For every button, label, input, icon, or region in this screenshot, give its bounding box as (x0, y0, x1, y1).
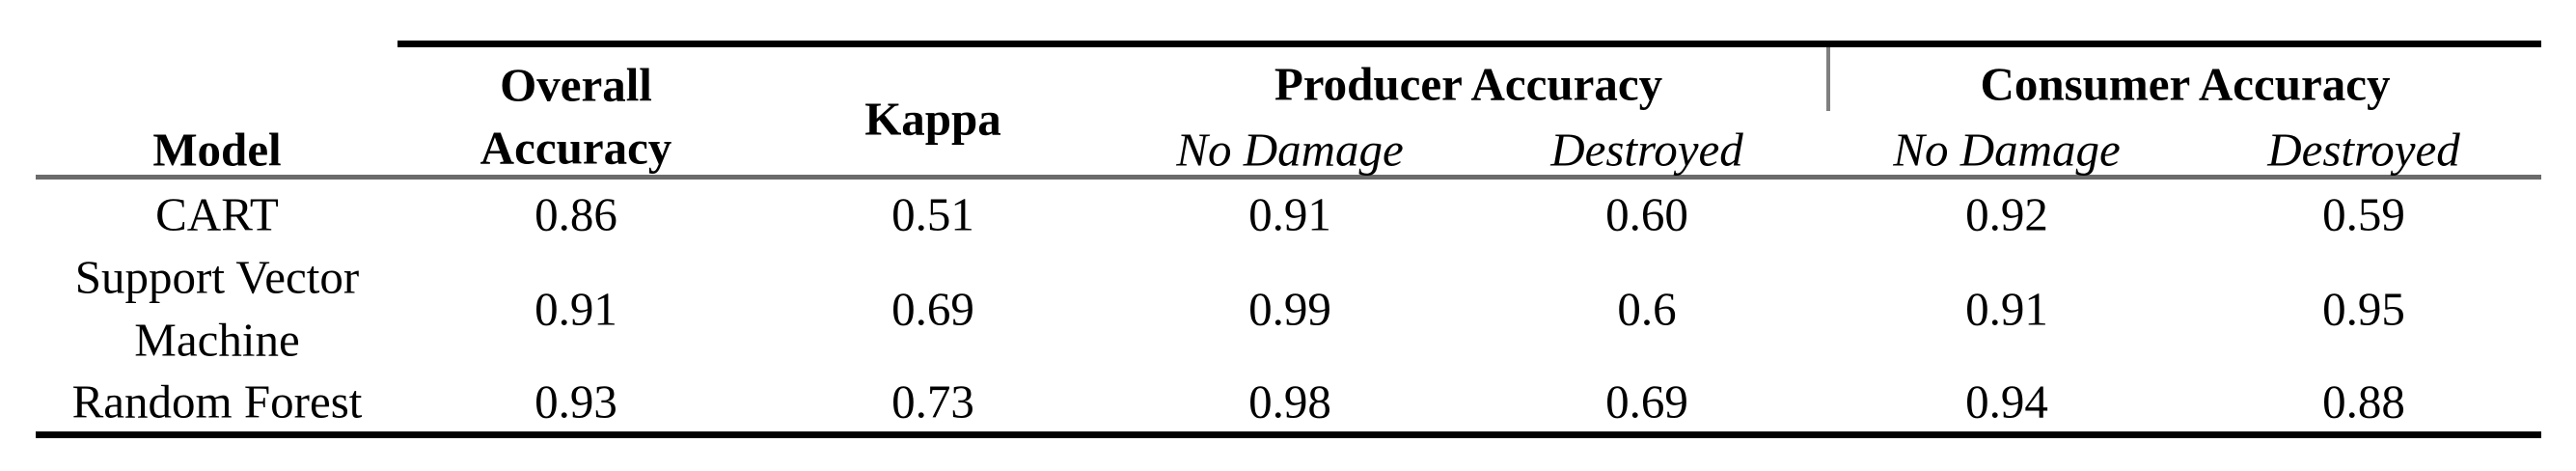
row-overall-accuracy: 0.91 (534, 282, 617, 336)
header-producer-accuracy: Producer Accuracy (1274, 57, 1663, 111)
row-producer-destroyed: 0.60 (1605, 187, 1688, 241)
subheader-producer-destroyed: Destroyed (1550, 123, 1743, 177)
row-kappa: 0.69 (891, 282, 974, 336)
row-consumer-destroyed: 0.59 (2322, 187, 2405, 241)
row-producer-destroyed: 0.69 (1605, 374, 1688, 429)
subheader-consumer-destroyed: Destroyed (2267, 123, 2460, 177)
row-overall-accuracy: 0.93 (534, 374, 617, 429)
header-rule (36, 175, 2541, 180)
header-overall-accuracy-line2: Accuracy (480, 121, 672, 175)
row-producer-destroyed: 0.6 (1617, 282, 1677, 336)
header-consumer-accuracy: Consumer Accuracy (1980, 57, 2391, 111)
row-consumer-no-damage: 0.91 (1965, 282, 2048, 336)
header-kappa: Kappa (864, 92, 1001, 146)
row-kappa: 0.51 (891, 187, 974, 241)
row-consumer-no-damage: 0.94 (1965, 374, 2048, 429)
row-model-name-line2: Machine (134, 313, 300, 367)
group-divider (1826, 47, 1830, 111)
row-producer-no-damage: 0.99 (1248, 282, 1331, 336)
row-consumer-no-damage: 0.92 (1965, 187, 2048, 241)
header-overall-accuracy-line1: Overall (500, 58, 652, 112)
header-model: Model (152, 123, 282, 177)
row-overall-accuracy: 0.86 (534, 187, 617, 241)
row-producer-no-damage: 0.91 (1248, 187, 1331, 241)
top-rule (397, 41, 2541, 47)
subheader-consumer-no-damage: No Damage (1893, 123, 2121, 177)
row-model-name-line1: Support Vector (74, 250, 360, 304)
row-model-name: CART (155, 187, 279, 241)
row-consumer-destroyed: 0.88 (2322, 374, 2405, 429)
bottom-rule (36, 431, 2541, 438)
row-model-name: Random Forest (71, 374, 363, 429)
row-consumer-destroyed: 0.95 (2322, 282, 2405, 336)
row-kappa: 0.73 (891, 374, 974, 429)
row-producer-no-damage: 0.98 (1248, 374, 1331, 429)
subheader-producer-no-damage: No Damage (1176, 123, 1404, 177)
